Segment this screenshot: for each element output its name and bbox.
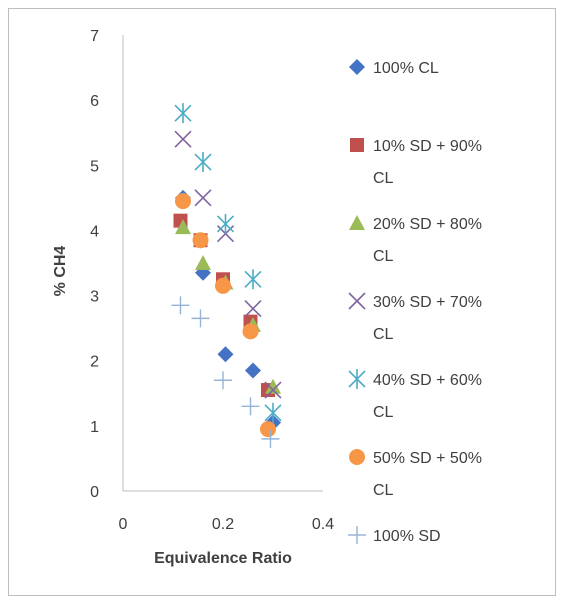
legend-marker <box>349 449 365 465</box>
data-point-series-7 <box>241 397 260 416</box>
data-point-series-4 <box>174 130 192 148</box>
x-tick-label: 0 <box>119 516 128 533</box>
legend-marker <box>349 215 365 230</box>
data-point-series-5 <box>216 213 235 234</box>
data-point-series-7 <box>191 309 210 328</box>
plot-area <box>171 103 282 448</box>
legend-entry: 50% SD + 50% CL <box>349 449 482 499</box>
legend-marker <box>348 526 366 544</box>
data-point-series-5 <box>194 152 212 173</box>
data-point-series-5 <box>174 103 192 124</box>
y-tick-label: 2 <box>90 354 99 371</box>
legend-entry: 10% SD + 90% CL <box>350 138 482 187</box>
y-tick-label: 5 <box>90 158 99 175</box>
y-tick-label: 1 <box>90 419 99 436</box>
data-point-series-7 <box>171 296 190 315</box>
y-tick-label: 6 <box>90 93 99 110</box>
legend-marker <box>348 369 366 389</box>
legend-marker <box>350 138 364 152</box>
legend-entry: 100% SD <box>348 526 441 545</box>
legend-label: CL <box>373 482 394 499</box>
legend-entry: 30% SD + 70% CL <box>348 292 482 343</box>
data-point-series-4 <box>244 300 262 318</box>
legend-label: 20% SD + 80% <box>373 216 482 233</box>
data-point-series-1 <box>217 346 234 363</box>
data-point-series-4 <box>264 381 282 399</box>
legend-label: 100% SD <box>373 528 441 545</box>
legend-label: CL <box>373 326 394 343</box>
chart-canvas: 0 1 2 3 4 5 6 7 0 0.2 0.4 Equivalence Ratio % CH4 10… <box>52 28 482 567</box>
y-tick-label: 3 <box>90 289 99 306</box>
data-point-series-6 <box>175 193 191 210</box>
legend-entry: 100% CL <box>349 59 439 77</box>
data-point-series-6 <box>215 277 231 294</box>
legend-marker <box>349 59 365 75</box>
legend-label: CL <box>373 248 394 265</box>
chart-frame: 0 1 2 3 4 5 6 7 0 0.2 0.4 Equivalence Ratio % CH4 10… <box>8 8 556 596</box>
data-point-series-5 <box>244 269 262 290</box>
x-tick-label: 0.2 <box>212 516 234 533</box>
data-point-series-1 <box>245 362 261 379</box>
legend-label: 30% SD + 70% <box>373 294 482 311</box>
legend-label: CL <box>373 404 394 421</box>
legend-label: CL <box>373 170 394 187</box>
legend-entry: 20% SD + 80% CL <box>349 215 482 265</box>
data-point-series-7 <box>214 371 232 390</box>
axes-layer: 0 1 2 3 4 5 6 7 0 0.2 0.4 Equivalence Ratio % CH4 <box>52 28 334 567</box>
legend-label: 10% SD + 90% <box>373 138 482 155</box>
data-point-series-6 <box>242 323 259 340</box>
x-tick-label: 0.4 <box>312 516 334 533</box>
data-point-series-6 <box>260 421 276 438</box>
y-tick-label: 4 <box>90 223 99 240</box>
data-point-series-7 <box>261 429 280 448</box>
legend-label: 50% SD + 50% <box>373 450 482 467</box>
data-point-series-6 <box>192 232 209 249</box>
data-point-series-5 <box>264 402 282 423</box>
data-point-series-4 <box>194 189 212 207</box>
y-axis-title: % CH4 <box>52 246 69 297</box>
data-point-series-3 <box>175 219 191 235</box>
legend-entry: 40% SD + 60% CL <box>348 369 482 421</box>
legend-label: 100% CL <box>373 60 439 77</box>
y-tick-label: 0 <box>90 484 99 501</box>
legend-label: 40% SD + 60% <box>373 372 482 389</box>
data-point-series-3 <box>265 378 281 394</box>
legend-marker <box>348 292 366 310</box>
data-point-series-3 <box>195 255 211 270</box>
x-axis-title: Equivalence Ratio <box>154 550 292 567</box>
y-tick-label: 7 <box>90 28 99 45</box>
